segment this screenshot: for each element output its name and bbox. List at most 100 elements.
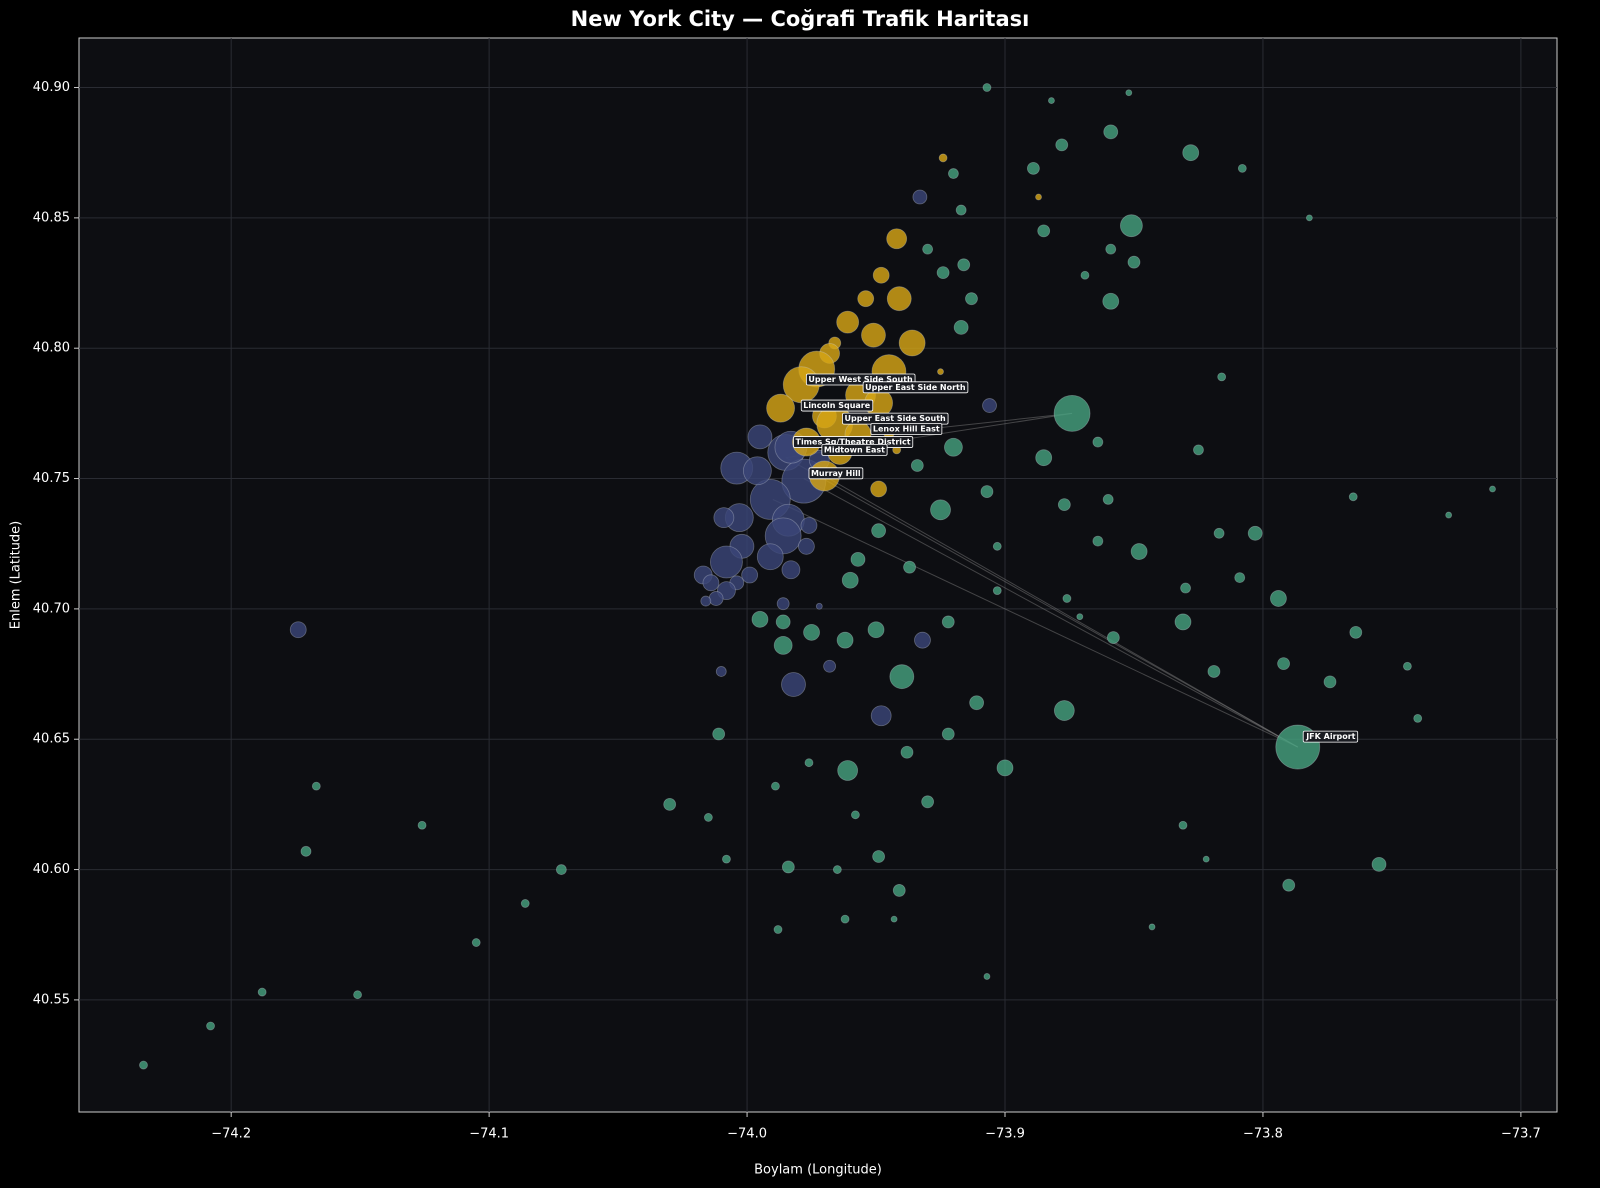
bubble [139, 1060, 148, 1070]
bubble [804, 758, 814, 768]
bubble [1349, 625, 1363, 639]
bubble [300, 845, 312, 857]
flow-line [772, 498, 1298, 748]
bubble [1148, 923, 1156, 931]
bubble [841, 571, 859, 589]
bubble [957, 258, 971, 272]
y-tick-label: 40.85 [33, 210, 70, 225]
bubble [703, 813, 713, 822]
bubble [850, 551, 866, 567]
bubble [1305, 214, 1313, 222]
x-tick-label: −73.9 [985, 1127, 1025, 1142]
annotation-label: Lincoln Square [803, 401, 871, 410]
bubble [921, 795, 935, 809]
bubble [851, 810, 860, 820]
bubble [773, 925, 783, 934]
bubble [1247, 525, 1263, 541]
bubble [1076, 613, 1084, 621]
bubble [1048, 97, 1055, 104]
annotation-box [808, 467, 864, 480]
bubble [930, 499, 951, 521]
bubble [1402, 661, 1412, 671]
bubble [700, 595, 712, 607]
bubble [1270, 590, 1287, 607]
flow-line [803, 478, 1299, 748]
y-tick-label: 40.80 [33, 341, 70, 356]
y-tick-label: 40.60 [33, 862, 70, 877]
bubble [980, 485, 994, 498]
x-tick-label: −74.1 [469, 1127, 509, 1142]
bubble [1193, 444, 1204, 456]
x-tick-label: −73.8 [1243, 1127, 1283, 1142]
bubble [1053, 394, 1091, 432]
bubble [747, 424, 773, 450]
bubble [867, 621, 885, 639]
chart-title: New York City — Coğrafi Trafik Haritası [571, 7, 1030, 31]
bubble [1035, 193, 1042, 201]
bubble [702, 574, 720, 592]
annotation-label: Upper East Side North [865, 383, 966, 392]
bubble [955, 204, 967, 216]
bubble [1371, 856, 1387, 872]
bubble [1092, 535, 1104, 547]
bubble [1178, 820, 1188, 830]
bubble [941, 727, 955, 741]
bubble [982, 398, 997, 413]
bubble [815, 602, 823, 610]
bubble [861, 322, 886, 348]
bubble [1057, 498, 1071, 512]
bubble [1130, 543, 1148, 560]
bubble [1213, 527, 1225, 539]
bubble [800, 517, 818, 534]
bubble [1037, 224, 1051, 238]
bubble [1445, 511, 1453, 519]
bubble [886, 228, 908, 250]
bubble [912, 189, 928, 205]
bubble [910, 459, 924, 472]
bubble [1125, 89, 1133, 97]
bubble [781, 560, 801, 580]
bubble [1102, 494, 1114, 505]
annotation-label: Times Sq/Theatre District [795, 438, 910, 447]
bubble [1053, 700, 1075, 721]
bubble [948, 168, 959, 179]
bubble [773, 635, 793, 655]
annotation-box [870, 423, 943, 435]
bubble [1103, 124, 1119, 140]
annotation: Murray Hill [808, 467, 864, 480]
bubble [756, 543, 784, 571]
bubble [941, 615, 955, 629]
bubble [781, 672, 806, 697]
bubble [836, 310, 860, 334]
bubble [1413, 713, 1423, 723]
annotation-label: Murray Hill [811, 469, 861, 478]
bubble [870, 480, 888, 498]
bubble [836, 631, 854, 649]
bubble [840, 914, 850, 924]
bubble [417, 820, 427, 830]
bubble [871, 523, 887, 539]
bubble [1092, 436, 1104, 448]
bubble [471, 938, 481, 947]
bubble [837, 760, 859, 781]
bubble [886, 286, 912, 312]
bubble [937, 368, 944, 376]
y-tick-label: 40.55 [33, 992, 70, 1007]
bubble [520, 899, 530, 908]
bubble [751, 610, 769, 628]
y-tick-label: 40.75 [33, 471, 70, 486]
y-tick-label: 40.65 [33, 732, 70, 747]
bubble [892, 884, 906, 897]
bubble [797, 537, 815, 555]
flow-line [824, 475, 1299, 748]
annotation-box [1302, 730, 1359, 743]
annotation-label: Upper West Side South [808, 375, 913, 384]
bubble [900, 745, 914, 759]
annotation-label: Midtown East [824, 445, 885, 454]
bubble [289, 621, 307, 639]
bubble [890, 915, 898, 923]
bubble [710, 545, 743, 579]
bubble [983, 973, 991, 980]
flow-line [785, 457, 1299, 748]
